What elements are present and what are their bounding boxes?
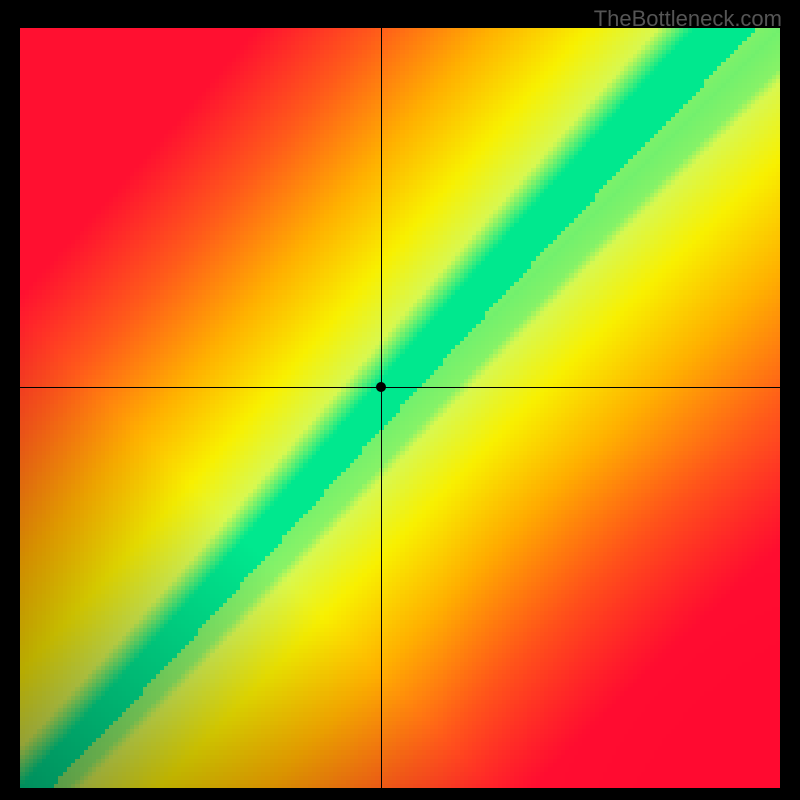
plot-area [20, 28, 780, 788]
watermark-label: TheBottleneck.com [594, 6, 782, 32]
crosshair-horizontal [20, 387, 780, 388]
crosshair-vertical [381, 28, 382, 788]
chart-container: TheBottleneck.com [0, 0, 800, 800]
heatmap-canvas [20, 28, 780, 788]
crosshair-marker [376, 382, 386, 392]
